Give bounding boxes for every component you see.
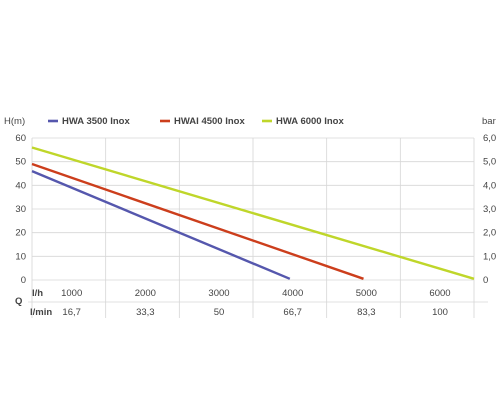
right-tick-label: 6,0 <box>483 133 496 144</box>
lmin-tick-label: 50 <box>214 307 225 318</box>
series-line-0 <box>31 170 291 280</box>
left-tick-label: 20 <box>15 228 26 239</box>
lh-tick-label: 3000 <box>208 288 229 299</box>
lmin-tick-label: 100 <box>432 307 448 318</box>
right-axis-title: bar <box>482 116 496 127</box>
lh-tick-label: 4000 <box>282 288 303 299</box>
lmin-tick-label: 66,7 <box>283 307 302 318</box>
lmin-tick-label: 83,3 <box>357 307 376 318</box>
left-tick-label: 60 <box>15 133 26 144</box>
left-tick-label: 30 <box>15 204 26 215</box>
series-lines <box>31 146 475 280</box>
series-line-1 <box>31 162 364 280</box>
lh-tick-label: 1000 <box>61 288 82 299</box>
legend-label-2: HWA 6000 Inox <box>276 116 344 127</box>
lh-label: l/h <box>32 288 43 299</box>
right-tick-label: 4,0 <box>483 180 496 191</box>
left-tick-label: 40 <box>15 180 26 191</box>
q-label: Q <box>15 296 22 307</box>
lh-tick-label: 6000 <box>429 288 450 299</box>
lmin-label: l/min <box>30 307 52 318</box>
right-tick-label: 5,0 <box>483 157 496 168</box>
axes: H(m) bar Q l/h l/min 60 6,0 50 5,0 40 4,0 30 3,… <box>4 116 496 318</box>
left-axis-title: H(m) <box>4 116 25 127</box>
legend-label-0: HWA 3500 Inox <box>62 116 130 127</box>
lh-tick-label: 2000 <box>135 288 156 299</box>
lmin-tick-label: 33,3 <box>136 307 155 318</box>
right-tick-label: 0 <box>483 275 488 286</box>
lmin-tick-label: 16,7 <box>62 307 81 318</box>
series-line-2 <box>31 146 475 280</box>
left-tick-label: 10 <box>15 251 26 262</box>
lh-tick-label: 5000 <box>356 288 377 299</box>
right-tick-label: 2,0 <box>483 228 496 239</box>
right-tick-label: 1,0 <box>483 251 496 262</box>
grid <box>28 137 488 318</box>
left-tick-label: 0 <box>21 275 26 286</box>
legend-label-1: HWAI 4500 Inox <box>174 116 245 127</box>
left-tick-label: 50 <box>15 157 26 168</box>
right-tick-label: 3,0 <box>483 204 496 215</box>
legend: HWA 3500 Inox HWAI 4500 Inox HWA 6000 Inox <box>48 116 344 127</box>
